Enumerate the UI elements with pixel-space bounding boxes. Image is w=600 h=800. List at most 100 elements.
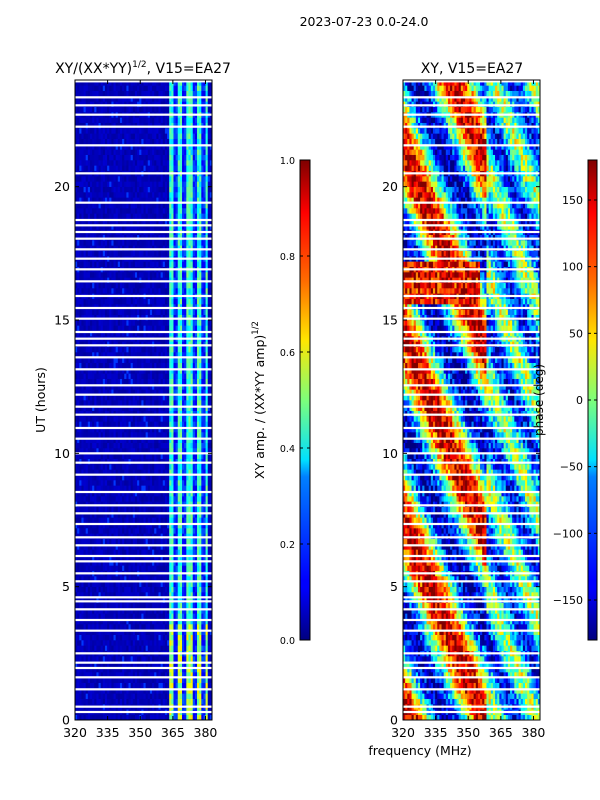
heatmap-cell [104, 565, 108, 571]
heatmap-cell [89, 602, 93, 609]
heatmap-cell [175, 458, 179, 465]
heatmap-cell [83, 320, 86, 326]
heatmap-cell [169, 581, 172, 587]
heatmap-cell [188, 565, 191, 571]
heatmap-cell [104, 352, 108, 358]
heatmap-cell [192, 378, 196, 385]
heatmap-cell [188, 629, 191, 635]
heatmap-cell [79, 656, 82, 662]
heatmap-cell [197, 432, 200, 438]
heatmap-cell [147, 645, 151, 651]
heatmap-cell [205, 688, 209, 694]
heatmap-cell [100, 474, 104, 481]
heatmap-cell [143, 458, 146, 465]
heatmap-cell [128, 496, 131, 502]
heatmap-cell [115, 384, 119, 390]
heatmap-cell [89, 560, 93, 566]
heatmap-cell [207, 597, 211, 603]
heatmap-cell [160, 624, 164, 630]
heatmap-cell [177, 490, 181, 497]
heatmap-cell [177, 565, 181, 571]
heatmap-cell [117, 330, 121, 337]
heatmap-cell [115, 309, 119, 315]
heatmap-cell [149, 469, 153, 475]
heatmap-cell [111, 426, 114, 433]
heatmap-cell [167, 565, 170, 571]
heatmap-cell [192, 464, 196, 470]
heatmap-cell [182, 592, 185, 598]
heatmap-cell [126, 378, 129, 385]
heatmap-cell [100, 624, 104, 630]
heatmap-cell [119, 544, 123, 550]
heatmap-cell [98, 576, 101, 582]
heatmap-cell [111, 490, 114, 497]
heatmap-cell [158, 314, 161, 321]
heatmap-cell [201, 309, 204, 315]
heatmap-cell [156, 512, 159, 518]
heatmap-cell [109, 474, 112, 481]
heatmap-cell [160, 485, 164, 491]
heatmap-cell [113, 666, 116, 673]
heatmap-cell [145, 538, 149, 545]
heatmap-cell [162, 341, 166, 347]
heatmap-cell [132, 554, 136, 561]
heatmap-cell [209, 485, 213, 491]
heatmap-cell [141, 645, 144, 651]
heatmap-cell [83, 341, 86, 347]
heatmap-cell [122, 560, 125, 566]
heatmap-cell [152, 592, 155, 598]
heatmap-cell [149, 512, 153, 518]
heatmap-cell [203, 400, 206, 406]
heatmap-cell [89, 490, 93, 497]
heatmap-cell [111, 405, 114, 411]
heatmap-cell [179, 714, 183, 721]
heatmap-cell [113, 565, 116, 571]
heatmap-cell [173, 506, 176, 513]
heatmap-cell [111, 480, 114, 486]
heatmap-cell [169, 528, 172, 534]
heatmap-cell [134, 400, 138, 406]
heatmap-cell [77, 640, 80, 646]
heatmap-cell [158, 368, 161, 374]
heatmap-cell [113, 560, 116, 566]
heatmap-cell [137, 677, 140, 683]
heatmap-cell [122, 640, 125, 646]
heatmap-cell [117, 352, 121, 358]
heatmap-cell [167, 357, 170, 363]
heatmap-cell [192, 634, 196, 641]
heatmap-cell [117, 346, 121, 353]
heatmap-cell [188, 688, 191, 694]
heatmap-cell [107, 586, 110, 593]
heatmap-cell [169, 634, 172, 641]
heatmap-cell [109, 405, 112, 411]
heatmap-cell [143, 309, 146, 315]
heatmap-cell [75, 608, 78, 614]
heatmap-cell [83, 480, 86, 486]
heatmap-cell [182, 618, 185, 625]
heatmap-cell [184, 661, 187, 667]
heatmap-cell [75, 309, 78, 315]
heatmap-cell [164, 341, 168, 347]
heatmap-cell [100, 544, 104, 550]
heatmap-cell [96, 517, 99, 523]
heatmap-cell [126, 400, 129, 406]
heatmap-cell [149, 688, 153, 694]
heatmap-cell [186, 602, 189, 609]
heatmap-cell [122, 437, 125, 443]
heatmap-cell [192, 560, 196, 566]
heatmap-cell [134, 624, 138, 630]
heatmap-cell [137, 544, 140, 550]
heatmap-cell [139, 506, 142, 513]
heatmap-cell [192, 538, 196, 545]
heatmap-cell [207, 666, 211, 673]
heatmap-cell [192, 389, 196, 395]
heatmap-cell [128, 325, 131, 331]
heatmap-cell [207, 688, 211, 694]
heatmap-cell [107, 389, 110, 395]
heatmap-cell [177, 560, 181, 566]
heatmap-cell [113, 581, 116, 587]
heatmap-cell [119, 565, 123, 571]
heatmap-cell [111, 565, 114, 571]
heatmap-cell [182, 698, 185, 705]
heatmap-cell [107, 442, 110, 449]
